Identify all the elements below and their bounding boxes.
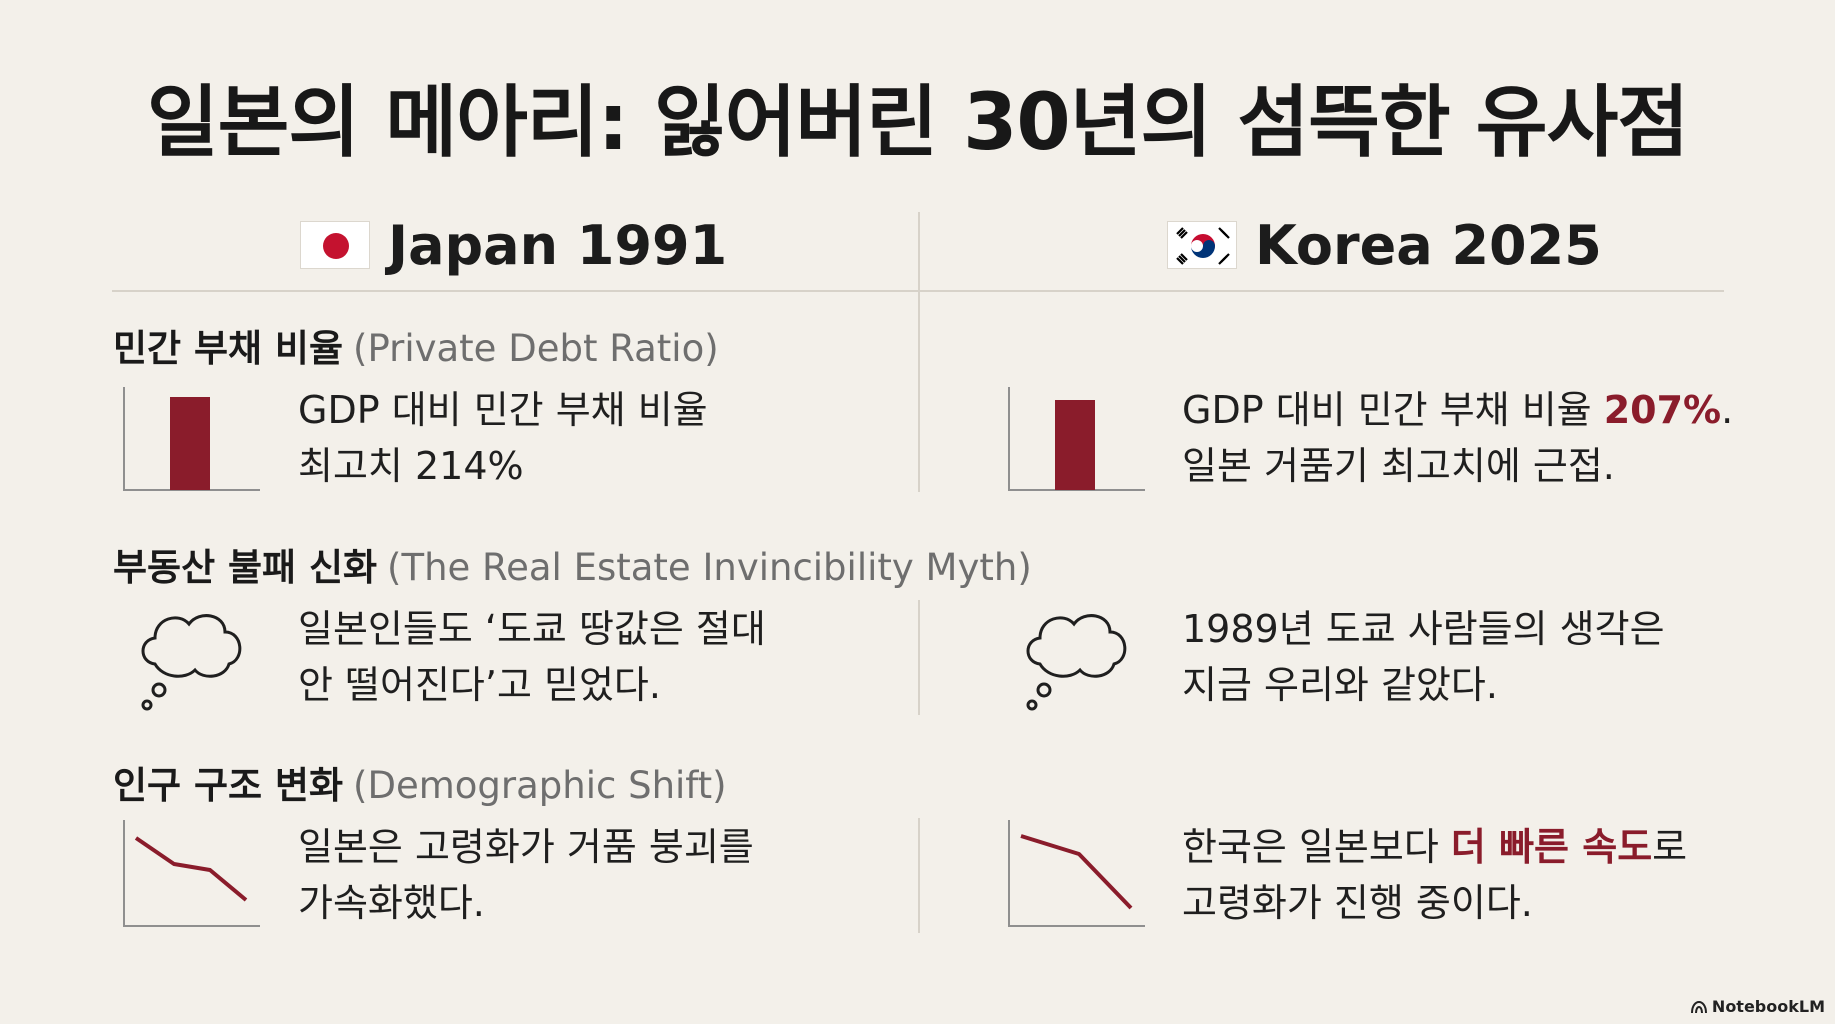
japan-real-estate-text: 일본인들도 ‘도쿄 땅값은 절대 안 떨어진다’고 믿었다.	[298, 601, 766, 713]
text-line: GDP 대비 민간 부채 비율 207%.	[1182, 382, 1733, 438]
korea-real-estate-text: 1989년 도쿄 사람들의 생각은 지금 우리와 같았다.	[1182, 601, 1665, 713]
text-line: 일본은 고령화가 거품 붕괴를	[298, 825, 754, 869]
korea-column-label: Korea 2025	[1255, 213, 1602, 277]
text-line: 1989년 도쿄 사람들의 생각은	[1182, 607, 1665, 651]
column-divider	[918, 600, 920, 715]
section-title-ko: 부동산 불패 신화	[113, 546, 378, 589]
japan-private-debt-text: GDP 대비 민간 부채 비율 최고치 214%	[298, 382, 708, 494]
thought-cloud-icon	[1026, 614, 1127, 711]
text-line: GDP 대비 민간 부채 비율	[298, 388, 708, 432]
text-line: 가속화했다.	[298, 881, 485, 925]
section-title-en: (Private Debt Ratio)	[353, 327, 719, 370]
text-line: 지금 우리와 같았다.	[1182, 663, 1498, 707]
text-line: 한국은 일본보다 더 빠른 속도로	[1182, 819, 1687, 875]
text-line: 일본 거품기 최고치에 근접.	[1182, 444, 1615, 488]
section-title-ko: 민간 부채 비율	[113, 327, 344, 370]
text-line: 일본인들도 ‘도쿄 땅값은 절대	[298, 607, 766, 651]
chart-axis	[1008, 387, 1145, 491]
brand-label: NotebookLM	[1711, 997, 1825, 1016]
section-title-en: (Demographic Shift)	[353, 764, 727, 807]
japan-demographic-text: 일본은 고령화가 거품 붕괴를 가속화했다.	[298, 819, 754, 931]
japan-column-label: Japan 1991	[388, 213, 728, 277]
section-title-real-estate-myth: 부동산 불패 신화 (The Real Estate Invincibility …	[113, 537, 1032, 591]
text-segment: 로	[1652, 825, 1688, 869]
column-divider	[918, 212, 920, 492]
text-segment: 한국은 일본보다	[1182, 825, 1451, 869]
notebooklm-logo-icon	[1690, 1000, 1707, 1013]
japan-flag-icon	[300, 221, 370, 269]
bar-chart-icon	[123, 387, 260, 491]
chart-bar	[170, 397, 210, 490]
chart-bar	[1055, 400, 1095, 490]
japan-column-header: Japan 1991	[300, 213, 728, 277]
text-line: 안 떨어진다’고 믿었다.	[298, 663, 661, 707]
thought-cloud-icon	[141, 614, 242, 711]
bar-chart-icon	[1008, 387, 1145, 491]
page-title: 일본의 메아리: 잃어버린 30년의 섬뜩한 유사점	[146, 78, 1689, 168]
text-line: 고령화가 진행 중이다.	[1182, 881, 1533, 925]
column-divider	[918, 818, 920, 933]
korea-flag-icon	[1167, 221, 1237, 269]
text-segment: GDP 대비 민간 부채 비율	[1182, 388, 1604, 432]
declining-line-chart-icon	[123, 820, 260, 927]
korea-private-debt-text: GDP 대비 민간 부채 비율 207%. 일본 거품기 최고치에 근접.	[1182, 382, 1733, 494]
highlight-207-percent: 207%	[1603, 388, 1722, 432]
section-title-demographic-shift: 인구 구조 변화 (Demographic Shift)	[113, 755, 727, 809]
declining-line-chart-icon	[1008, 820, 1145, 927]
korea-column-header: Korea 2025	[1167, 213, 1602, 277]
section-title-ko: 인구 구조 변화	[113, 764, 344, 807]
korea-demographic-text: 한국은 일본보다 더 빠른 속도로 고령화가 진행 중이다.	[1182, 819, 1687, 931]
highlight-faster-pace: 더 빠른 속도	[1450, 825, 1653, 869]
section-title-en: (The Real Estate Invincibility Myth)	[387, 546, 1032, 589]
text-segment: .	[1721, 388, 1734, 432]
notebooklm-brand: NotebookLM	[1690, 997, 1825, 1016]
text-line: 최고치 214%	[298, 444, 524, 488]
chart-axis	[123, 387, 260, 491]
section-title-private-debt: 민간 부채 비율 (Private Debt Ratio)	[113, 318, 719, 372]
